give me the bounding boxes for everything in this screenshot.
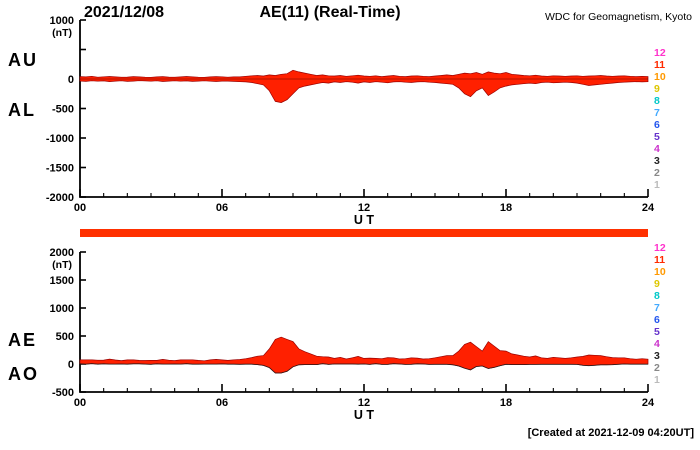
station-number-10: 10 bbox=[654, 71, 666, 83]
station-number-6: 6 bbox=[654, 119, 660, 131]
station-number-10: 10 bbox=[654, 266, 666, 278]
y-tick-label: 0 bbox=[68, 359, 74, 371]
y-tick-label: -2000 bbox=[46, 192, 74, 204]
x-tick-label: 12 bbox=[358, 202, 370, 214]
x-tick-label: 18 bbox=[500, 397, 512, 409]
station-number-3: 3 bbox=[654, 155, 660, 167]
y-tick-label: 1000 bbox=[50, 303, 74, 315]
station-list-top: 12 11 10 9 8 7 6 5 4 3 2 1 bbox=[654, 47, 678, 191]
plot-title: AE(11) (Real-Time) bbox=[259, 4, 401, 21]
x-tick-label: 24 bbox=[642, 202, 655, 214]
x-tick-label: 00 bbox=[74, 202, 86, 214]
axis-frame bbox=[79, 252, 648, 393]
y-tick-label: 500 bbox=[56, 331, 74, 343]
y-axis-unit-label: (nT) bbox=[52, 259, 72, 271]
station-number-5: 5 bbox=[654, 326, 660, 338]
station-number-1: 1 bbox=[654, 374, 660, 386]
y-tick-label: 1500 bbox=[50, 275, 74, 287]
station-number-6: 6 bbox=[654, 314, 660, 326]
date-label: 2021/12/08 bbox=[84, 4, 165, 21]
availability-bar bbox=[80, 229, 648, 237]
y-tick-label: -500 bbox=[52, 104, 74, 116]
ao-trace bbox=[79, 363, 648, 374]
al-axis-label: AL bbox=[8, 100, 36, 120]
data-band-ae-ao bbox=[79, 336, 649, 374]
station-number-9: 9 bbox=[654, 278, 660, 290]
x-tick-label: 18 bbox=[500, 202, 512, 214]
created-at-label: [Created at 2021-12-09 04:20UT] bbox=[527, 427, 694, 439]
y-tick-label: 2000 bbox=[50, 247, 74, 259]
x-axis-title: U T bbox=[354, 213, 375, 227]
station-number-2: 2 bbox=[654, 167, 660, 179]
station-list-bottom: 12 11 10 9 8 7 6 5 4 3 2 1 bbox=[654, 242, 678, 386]
x-axis-title: U T bbox=[354, 408, 375, 422]
station-number-5: 5 bbox=[654, 131, 660, 143]
y-tick-label: -1500 bbox=[46, 163, 74, 175]
y-tick-label: 1000 bbox=[50, 15, 74, 27]
station-number-1: 1 bbox=[654, 179, 660, 191]
y-axis-unit-label: (nT) bbox=[52, 27, 72, 39]
station-number-11: 11 bbox=[654, 59, 666, 71]
x-tick-label: 24 bbox=[642, 397, 655, 409]
x-tick-label: 06 bbox=[216, 202, 228, 214]
x-tick-label: 12 bbox=[358, 397, 370, 409]
station-number-12: 12 bbox=[654, 242, 666, 254]
station-number-7: 7 bbox=[654, 302, 660, 314]
y-tick-label: 0 bbox=[68, 74, 74, 86]
ao-axis-label: AO bbox=[8, 364, 39, 384]
station-number-12: 12 bbox=[654, 47, 666, 59]
axis-frame bbox=[79, 20, 648, 198]
station-number-8: 8 bbox=[654, 290, 660, 302]
y-tick-label: -1000 bbox=[46, 133, 74, 145]
station-number-8: 8 bbox=[654, 95, 660, 107]
station-number-3: 3 bbox=[654, 350, 660, 362]
x-tick-label: 00 bbox=[74, 397, 86, 409]
station-number-11: 11 bbox=[654, 254, 666, 266]
station-number-4: 4 bbox=[654, 143, 660, 155]
station-number-7: 7 bbox=[654, 107, 660, 119]
credit-label: WDC for Geomagnetism, Kyoto bbox=[544, 11, 692, 23]
station-number-9: 9 bbox=[654, 83, 660, 95]
x-tick-label: 06 bbox=[216, 397, 228, 409]
data-band-au-al bbox=[79, 69, 649, 103]
station-number-4: 4 bbox=[654, 338, 660, 350]
ae-axis-label: AE bbox=[8, 330, 38, 350]
station-number-2: 2 bbox=[654, 362, 660, 374]
y-tick-label: -500 bbox=[52, 387, 74, 399]
au-axis-label: AU bbox=[8, 50, 38, 70]
